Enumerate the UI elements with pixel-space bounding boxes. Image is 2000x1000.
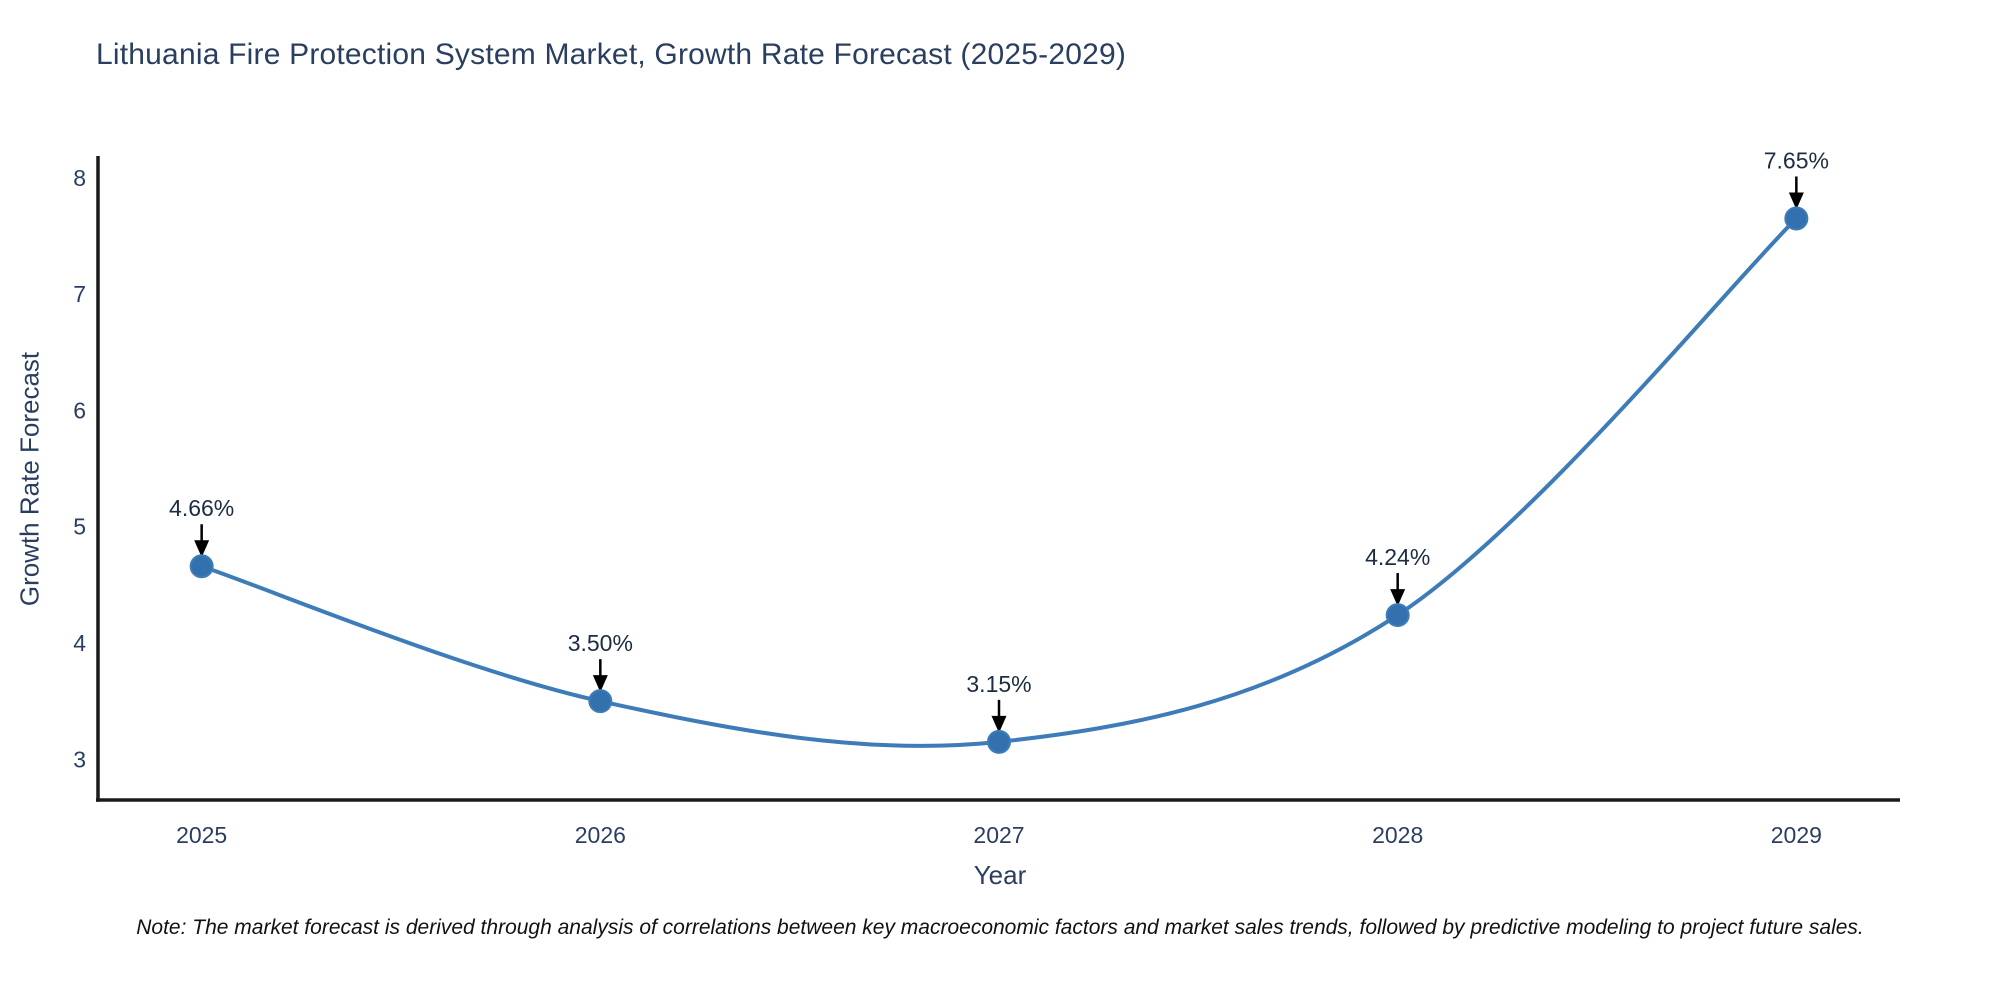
y-tick-label: 6 bbox=[73, 397, 86, 423]
annotation-arrowhead bbox=[1390, 589, 1406, 607]
annotation-arrowhead bbox=[194, 540, 210, 558]
data-point-label: 4.24% bbox=[1365, 544, 1430, 570]
forecast-line bbox=[199, 216, 1799, 748]
footnote: Note: The market forecast is derived thr… bbox=[136, 916, 1864, 939]
data-point-label: 7.65% bbox=[1764, 147, 1829, 173]
x-tick-label: 2028 bbox=[1372, 822, 1423, 848]
x-tick-label: 2026 bbox=[575, 822, 626, 848]
y-tick-label: 3 bbox=[73, 746, 86, 772]
data-point-label: 4.66% bbox=[169, 495, 234, 521]
y-tick-label: 4 bbox=[73, 630, 86, 656]
data-point-marker[interactable] bbox=[588, 689, 613, 714]
x-axis-title: Year bbox=[973, 860, 1027, 890]
x-tick-label: 2025 bbox=[176, 822, 227, 848]
x-tick-label: 2027 bbox=[973, 822, 1024, 848]
data-point-label: 3.15% bbox=[966, 671, 1031, 697]
x-tick-label: 2029 bbox=[1771, 822, 1822, 848]
data-point-marker[interactable] bbox=[987, 729, 1011, 754]
annotation-arrowhead bbox=[1788, 192, 1804, 210]
data-point-marker[interactable] bbox=[1784, 206, 1809, 231]
y-tick-label: 8 bbox=[73, 165, 86, 191]
chart-title: Lithuania Fire Protection System Market,… bbox=[96, 38, 1127, 71]
annotation-arrowhead bbox=[592, 675, 608, 693]
data-point-marker[interactable] bbox=[1385, 603, 1410, 628]
data-point-marker[interactable] bbox=[189, 554, 214, 579]
y-tick-label: 7 bbox=[73, 281, 86, 307]
data-point-label: 3.50% bbox=[568, 630, 633, 656]
y-tick-label: 5 bbox=[73, 514, 86, 540]
annotation-arrowhead bbox=[991, 715, 1007, 733]
